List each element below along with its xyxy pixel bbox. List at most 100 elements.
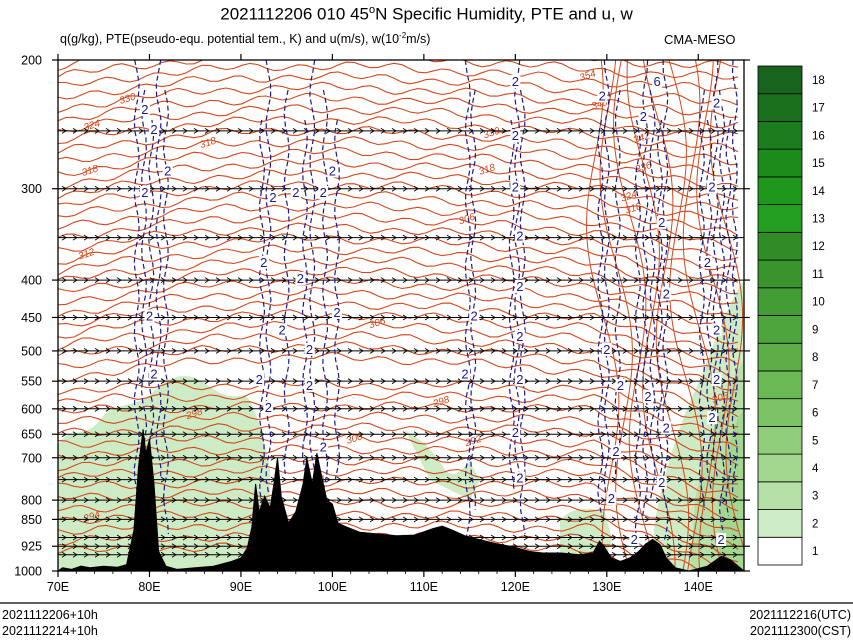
humidity-shade-low — [58, 375, 270, 571]
wind-arrow — [138, 314, 144, 321]
wind-arrow — [721, 431, 727, 438]
w-label-background — [139, 185, 150, 199]
colorbar-swatch — [757, 65, 803, 95]
wind-arrow — [677, 127, 683, 134]
pte-contour-line — [709, 60, 744, 551]
wind-arrow — [578, 431, 584, 438]
wind-arrow — [314, 431, 320, 438]
wind-arrow — [545, 516, 551, 523]
wind-arrow — [171, 543, 177, 550]
wind-arrow — [182, 551, 188, 558]
wind-arrow — [160, 431, 166, 438]
wind-arrow — [226, 185, 232, 192]
wind-arrow — [732, 534, 738, 541]
wind-arrow — [358, 378, 364, 385]
wind-arrow — [424, 454, 430, 461]
colorbar-swatch — [757, 398, 803, 427]
wind-arrow — [226, 516, 232, 523]
wind-arrow — [644, 431, 650, 438]
wind-arrow — [204, 234, 210, 241]
wind-arrow — [512, 516, 518, 523]
wind-arrow — [116, 431, 122, 438]
w-label-background — [254, 373, 265, 387]
wind-arrow — [182, 431, 188, 438]
wind-arrow — [688, 127, 694, 134]
wind-arrow — [270, 431, 276, 438]
wind-arrow — [457, 314, 463, 321]
wind-arrow — [600, 431, 606, 438]
wind-arrow — [116, 534, 122, 541]
wind-arrow — [347, 476, 353, 483]
wind-arrow — [435, 516, 441, 523]
pte-contour-label: 336 — [634, 160, 654, 176]
wind-arrow — [622, 185, 628, 192]
wind-arrow — [490, 405, 496, 412]
wind-arrow — [589, 185, 595, 192]
wind-arrow — [226, 454, 232, 461]
pte-contour-line — [58, 379, 739, 428]
wind-arrow — [435, 185, 441, 192]
wind-arrow — [149, 348, 155, 354]
colorbar-swatch — [757, 509, 803, 538]
wind-arrow — [116, 348, 122, 354]
wind-arrow — [83, 516, 89, 523]
wind-arrow — [446, 431, 452, 438]
wind-arrow — [666, 378, 672, 385]
w-contour-label: 2 — [306, 342, 313, 357]
wind-arrow — [369, 277, 375, 283]
wind-arrow — [622, 516, 628, 523]
wind-arrow — [457, 234, 463, 241]
wind-arrow — [72, 405, 78, 412]
wind-arrow — [710, 277, 716, 283]
wind-arrow — [501, 405, 507, 412]
wind-arrow — [732, 551, 738, 558]
wind-arrow — [380, 497, 386, 504]
y-tick-label: 650 — [21, 428, 42, 442]
wind-arrow — [600, 534, 606, 541]
wind-arrow — [369, 185, 375, 192]
w-contour-line — [258, 119, 266, 517]
wind-arrow — [94, 551, 100, 558]
wind-arrow — [171, 314, 177, 321]
pte-contour-label: 324 — [619, 189, 639, 205]
wind-arrow — [479, 516, 485, 523]
w-contour-label: 2 — [663, 287, 670, 302]
pte-contour-label: 318 — [477, 162, 497, 178]
colorbar-label: 16 — [812, 130, 825, 142]
wind-arrow — [160, 314, 166, 321]
wind-arrow — [534, 314, 540, 321]
wind-arrow — [666, 516, 672, 523]
wind-arrow — [83, 127, 89, 134]
colorbar-swatch — [757, 121, 803, 150]
wind-arrow — [380, 348, 386, 354]
w-label-background — [642, 390, 653, 404]
wind-arrow — [468, 405, 474, 412]
wind-arrow — [292, 431, 298, 438]
w-contour-label: 2 — [306, 378, 313, 393]
wind-arrow — [490, 314, 496, 321]
wind-arrow — [578, 314, 584, 321]
wind-arrow — [556, 405, 562, 412]
wind-arrow — [61, 454, 67, 461]
wind-arrow — [204, 314, 210, 321]
wind-arrow — [644, 534, 650, 541]
wind-arrow — [127, 476, 133, 483]
w-contour-line — [133, 60, 140, 541]
wind-arrow — [534, 127, 540, 134]
wind-arrow — [61, 551, 67, 558]
wind-arrow — [501, 534, 507, 541]
wind-arrow — [622, 277, 628, 283]
wind-arrow — [215, 234, 221, 241]
x-tick-label: 110E — [410, 580, 438, 594]
wind-arrow — [677, 348, 683, 354]
wind-arrow — [226, 497, 232, 504]
wind-arrow — [325, 277, 331, 283]
w-contour-label: 2 — [516, 471, 523, 486]
wind-arrow — [435, 378, 441, 385]
wind-arrow — [556, 378, 562, 385]
wind-arrow — [182, 405, 188, 412]
w-contour-label: 2 — [713, 322, 720, 337]
colorbar-label: 7 — [812, 380, 818, 392]
wind-arrow — [105, 234, 111, 241]
